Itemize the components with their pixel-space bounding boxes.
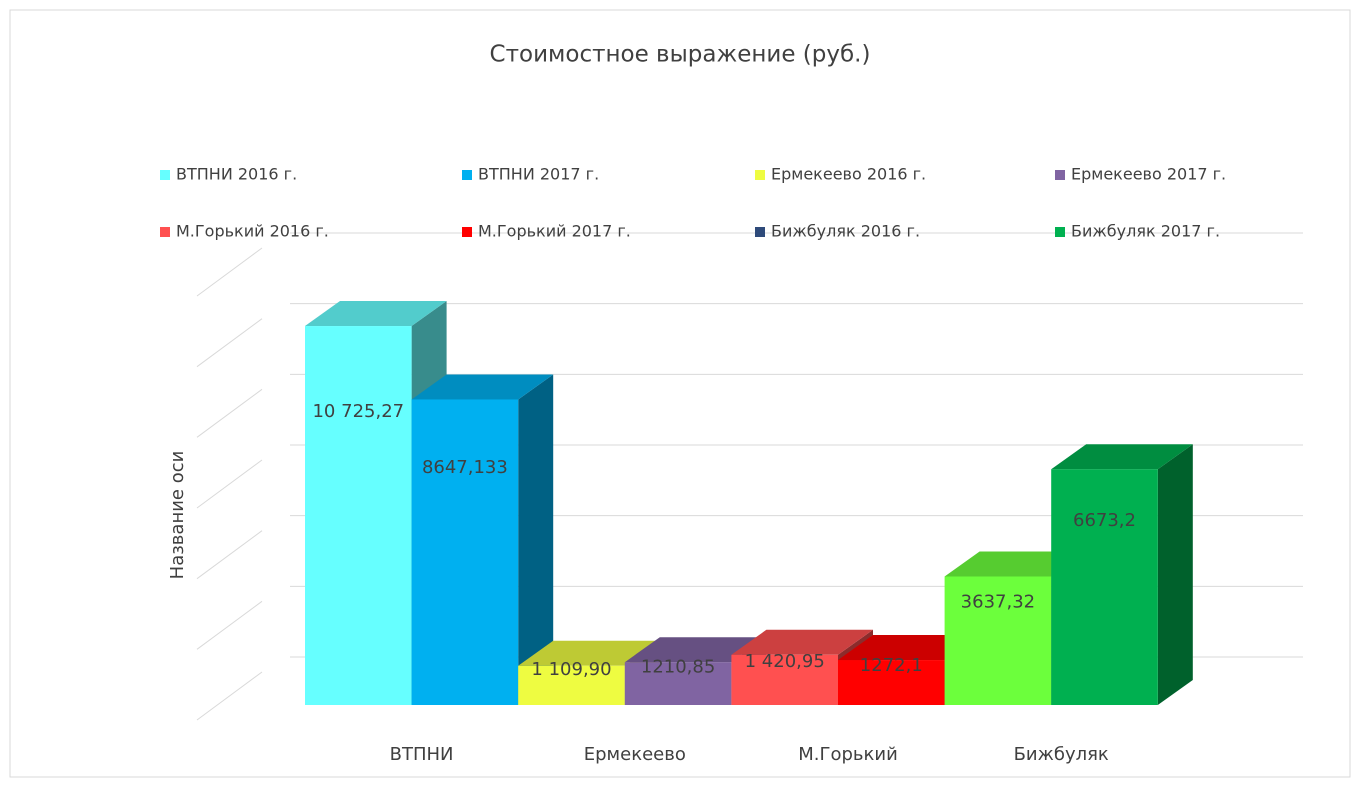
legend-swatch bbox=[160, 170, 170, 180]
legend-swatch bbox=[462, 170, 472, 180]
legend-swatch bbox=[1055, 227, 1065, 237]
bar-top bbox=[944, 551, 1087, 577]
x-tick-label: М.Горький bbox=[798, 744, 898, 765]
legend-swatch bbox=[462, 227, 472, 237]
legend-label: ВТПНИ 2017 г. bbox=[478, 165, 599, 184]
legend-label: ВТПНИ 2016 г. bbox=[176, 165, 297, 184]
legend-label: Ермекеево 2016 г. bbox=[771, 165, 926, 184]
bar bbox=[411, 399, 519, 705]
bar bbox=[518, 665, 625, 705]
bar bbox=[731, 654, 838, 705]
data-label: 1 109,90 bbox=[531, 659, 611, 680]
bar-side bbox=[518, 374, 554, 705]
legend-label: М.Горький 2016 г. bbox=[176, 222, 329, 241]
bar-top bbox=[305, 301, 447, 327]
side-grid-line bbox=[196, 600, 263, 650]
bar bbox=[305, 326, 412, 705]
side-grid-line bbox=[196, 671, 263, 721]
data-label: 3637,32 bbox=[961, 591, 1035, 612]
data-label: 6673,2 bbox=[1073, 510, 1136, 531]
bar-top bbox=[1051, 444, 1193, 470]
legend-label: Бижбуляк 2016 г. bbox=[771, 222, 920, 241]
data-label: 1210,85 bbox=[641, 656, 715, 677]
legend-swatch bbox=[755, 227, 765, 237]
x-tick-label: ВТПНИ bbox=[390, 744, 454, 765]
legend-swatch bbox=[160, 227, 170, 237]
data-label: 10 725,27 bbox=[312, 401, 404, 422]
bar-side bbox=[1157, 444, 1193, 705]
data-label: 1272,1 bbox=[860, 655, 923, 676]
bar-top bbox=[518, 640, 660, 666]
y-axis-title: Название оси bbox=[167, 451, 188, 580]
bar bbox=[838, 660, 945, 705]
legend-swatch bbox=[755, 170, 765, 180]
side-grid-line bbox=[196, 388, 263, 438]
bar bbox=[1051, 469, 1158, 705]
side-grid-line bbox=[196, 530, 263, 580]
side-grid-line bbox=[196, 459, 263, 509]
legend-label: М.Горький 2017 г. bbox=[478, 222, 631, 241]
bar-top bbox=[624, 637, 767, 663]
data-label: 8647,133 bbox=[422, 457, 508, 478]
x-tick-label: Ермекеево bbox=[584, 744, 686, 765]
legend-swatch bbox=[1055, 170, 1065, 180]
legend-label: Ермекеево 2017 г. bbox=[1071, 165, 1226, 184]
bar-top bbox=[731, 629, 873, 655]
chart-title: Стоимостное выражение (руб.) bbox=[490, 42, 871, 68]
x-tick-label: Бижбуляк bbox=[1014, 744, 1109, 765]
data-label: 1 420,95 bbox=[745, 651, 825, 672]
side-grid-line bbox=[196, 247, 263, 297]
bar bbox=[624, 662, 732, 705]
bar-top bbox=[411, 374, 554, 400]
bar bbox=[944, 576, 1052, 705]
side-grid-line bbox=[196, 318, 263, 368]
bar-top bbox=[838, 635, 980, 661]
legend-label: Бижбуляк 2017 г. bbox=[1071, 222, 1220, 241]
